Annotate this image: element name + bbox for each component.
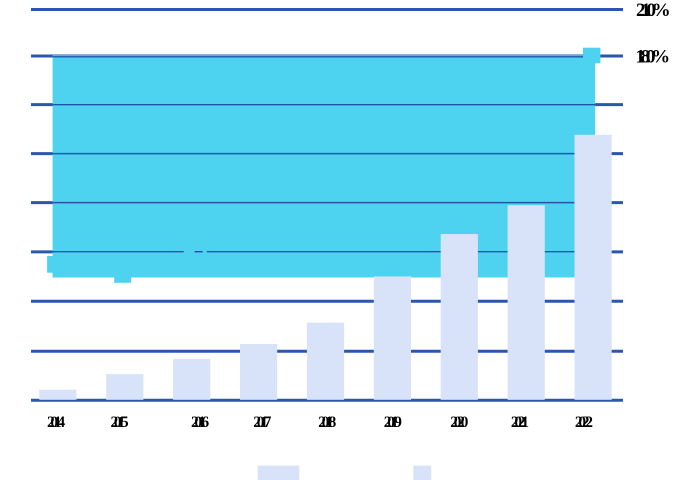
svg-text:21.0%: 21.0% bbox=[636, 0, 670, 21]
svg-text:18.0%: 18.0% bbox=[636, 47, 670, 68]
